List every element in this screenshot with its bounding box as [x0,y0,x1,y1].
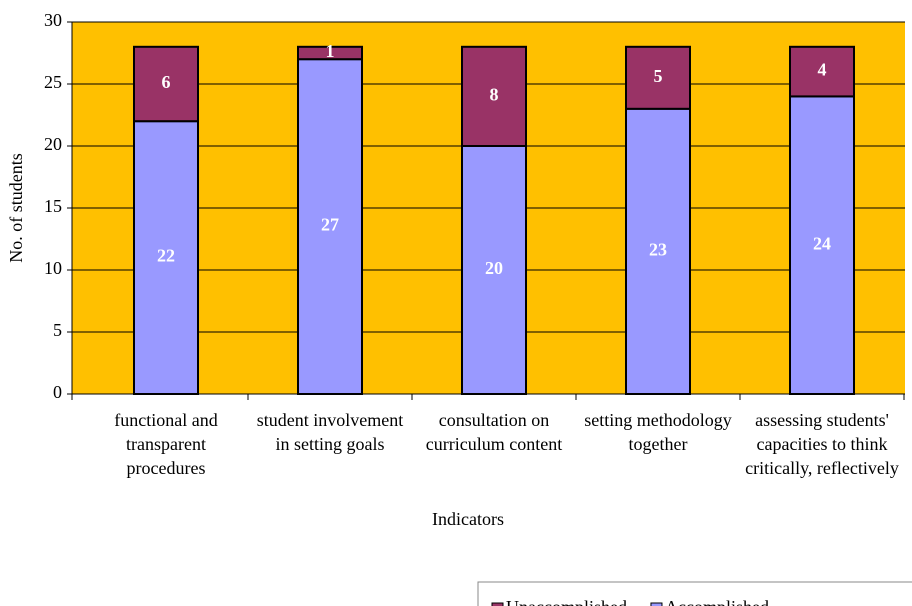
legend-box [477,581,912,606]
y-tick-label: 5 [53,320,62,340]
y-tick-label: 30 [44,10,62,30]
bar-segment [461,45,527,147]
value-label: 20 [485,258,503,278]
x-tick-label: functional and transparent procedures [114,410,218,478]
value-label: 6 [162,72,171,92]
value-label: 5 [654,66,663,86]
legend-label: Unaccomplished [506,597,627,606]
bar-segment [133,45,199,123]
y-axis-label: No. of students [6,153,26,263]
x-axis-label: Indicators [432,509,504,529]
bar-segment [789,95,855,396]
bar-segment [625,107,691,396]
x-tick-label: setting methodology together [584,410,732,454]
bar-segment [461,145,527,395]
value-label: 27 [321,215,339,235]
legend-swatch [650,602,663,606]
y-tick-label: 25 [44,72,62,92]
bar-segment [133,120,199,395]
value-label: 22 [157,246,175,266]
x-tick-label: consultation on curriculum content [425,410,563,454]
y-tick-label: 15 [44,196,62,216]
legend-label: Accomplished [665,597,769,606]
x-tick-label: student involvement in setting goals [256,410,404,454]
value-label: 24 [813,233,831,253]
value-label: 1 [326,41,335,61]
value-label: 8 [490,85,499,105]
y-tick-label: 0 [53,382,62,402]
legend-swatch [491,602,504,606]
value-label: 4 [818,60,827,80]
value-label: 23 [649,240,667,260]
bar-segment [789,45,855,98]
y-tick-label: 10 [44,258,62,278]
bar-segment [625,45,691,110]
x-tick-label: assessing students' capacities to think … [745,410,899,478]
y-tick-label: 20 [44,134,62,154]
bar-segment [297,45,363,61]
